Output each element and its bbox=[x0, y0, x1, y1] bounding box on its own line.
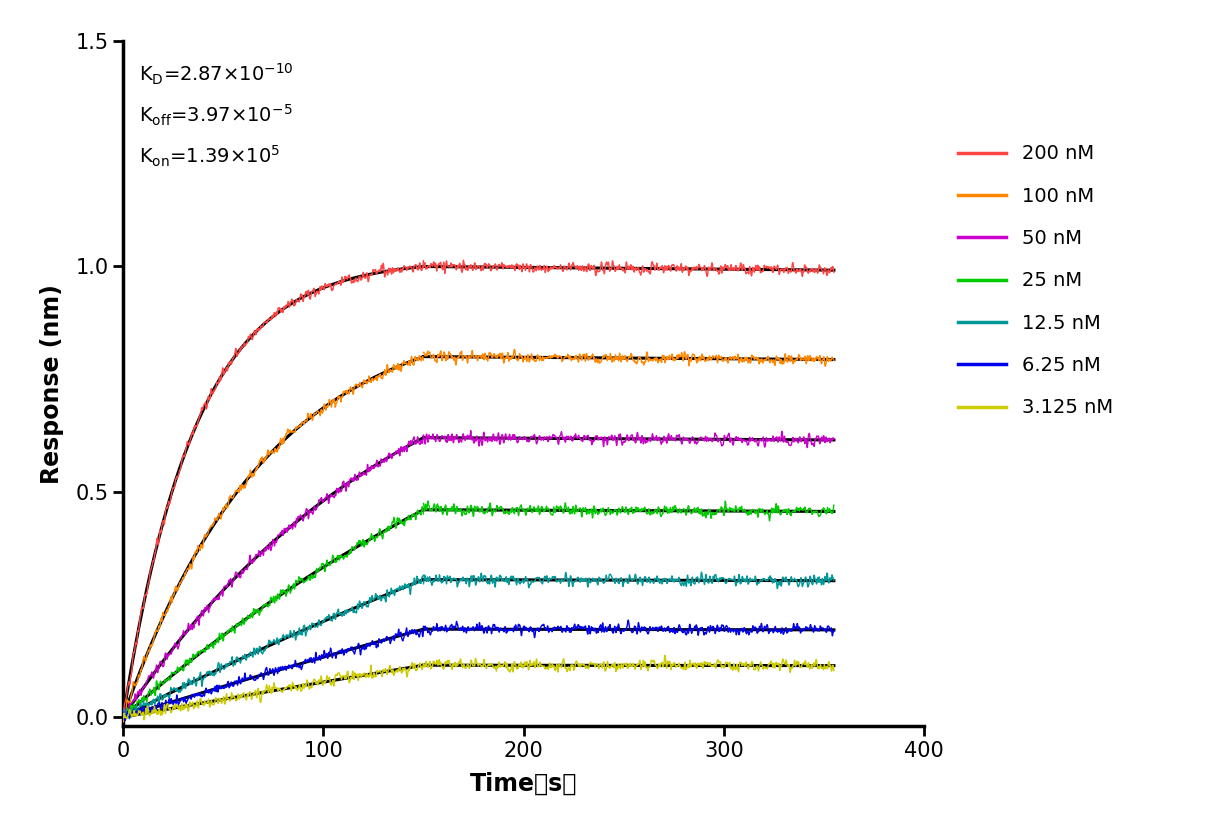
Legend: 200 nM, 100 nM, 50 nM, 25 nM, 12.5 nM, 6.25 nM, 3.125 nM: 200 nM, 100 nM, 50 nM, 25 nM, 12.5 nM, 6… bbox=[950, 137, 1121, 425]
Y-axis label: Response (nm): Response (nm) bbox=[41, 284, 64, 483]
X-axis label: Time（s）: Time（s） bbox=[469, 771, 578, 795]
Text: $\mathregular{K_D}$=2.87×10$^{-10}$
$\mathregular{K_{off}}$=3.97×10$^{-5}$
$\mat: $\mathregular{K_D}$=2.87×10$^{-10}$ $\ma… bbox=[139, 62, 293, 169]
